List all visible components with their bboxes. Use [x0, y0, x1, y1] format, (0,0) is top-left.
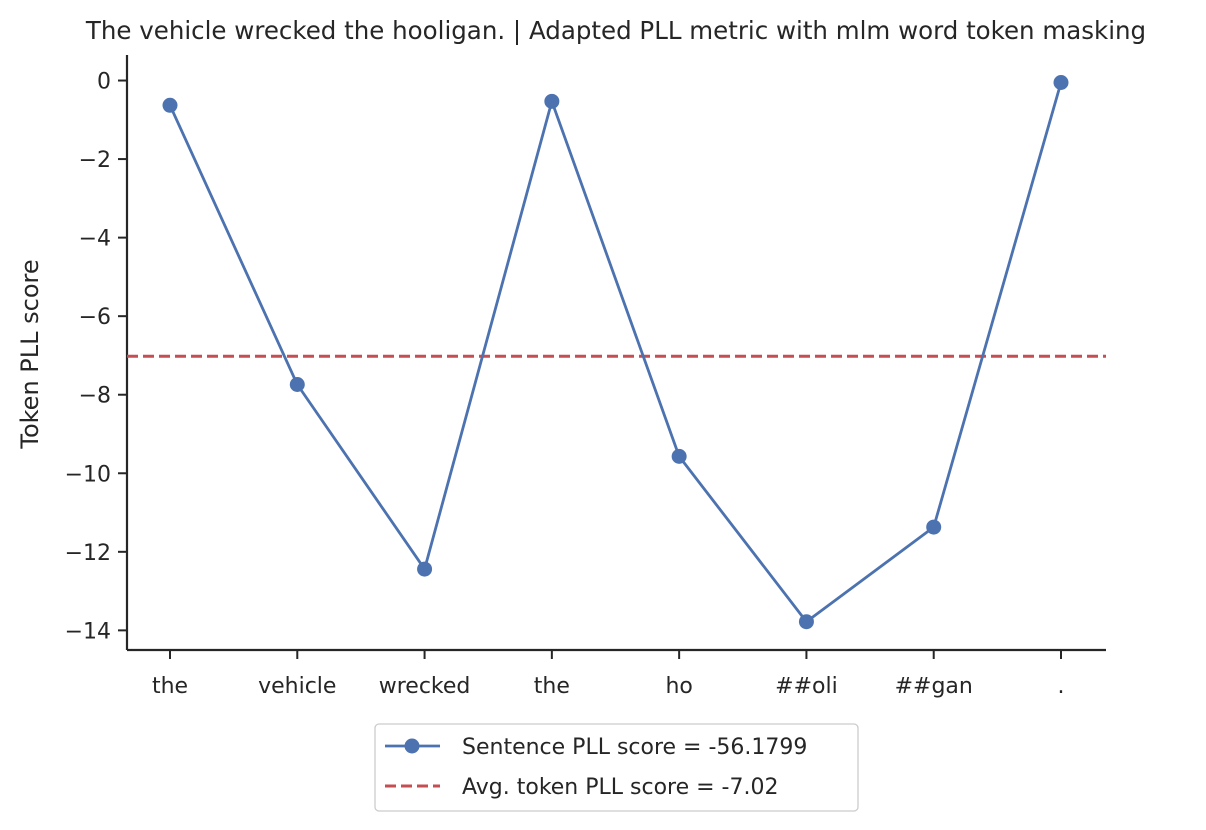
data-point: [162, 97, 178, 113]
data-point: [417, 561, 433, 577]
x-axis: the vehicle wrecked the ho ##oli ##gan.: [127, 648, 1106, 699]
data-point: [926, 519, 942, 535]
x-tick-label: the: [152, 674, 188, 699]
legend-label: Avg. token PLL score = -7.02: [462, 775, 778, 800]
legend: Sentence PLL score = -56.1799 Avg. token …: [374, 723, 859, 812]
data-point: [289, 377, 305, 393]
y-tick-label: −6: [79, 305, 111, 330]
x-tick-label: ##oli: [775, 674, 838, 699]
data-point: [798, 614, 814, 630]
x-tick-label: ##gan: [895, 674, 973, 699]
x-tick-label: wrecked: [379, 674, 471, 699]
x-tick-label: .: [1058, 674, 1065, 699]
chart-title: The vehicle wrecked the hooligan. | Adap…: [85, 16, 1146, 45]
y-axis-label: Token PLL score: [16, 259, 44, 449]
legend-frame: [374, 723, 859, 812]
legend-items: Sentence PLL score = -56.1799 Avg. token …: [385, 735, 807, 800]
y-tick-label: −10: [65, 462, 111, 487]
data-point: [671, 448, 687, 464]
data-point: [1053, 74, 1069, 90]
y-tick-label: −4: [79, 227, 111, 252]
y-tick-label: 0: [97, 70, 111, 95]
legend-marker: [404, 738, 420, 754]
y-tick-label: −8: [79, 384, 111, 409]
x-tick-label: ho: [665, 674, 692, 699]
x-tick-label: vehicle: [258, 674, 336, 699]
series-line: [168, 82, 1063, 624]
series-layer: [162, 74, 1069, 630]
y-tick-label: −14: [65, 619, 111, 644]
y-tick-label: −12: [65, 541, 111, 566]
x-tick-label: the: [534, 674, 570, 699]
legend-label: Sentence PLL score = -56.1799: [462, 735, 807, 760]
y-axis: 0 −2 −4 −6 −8 −10 −12 −14: [65, 55, 129, 650]
data-point: [544, 93, 560, 109]
y-tick-label: −2: [79, 148, 111, 173]
